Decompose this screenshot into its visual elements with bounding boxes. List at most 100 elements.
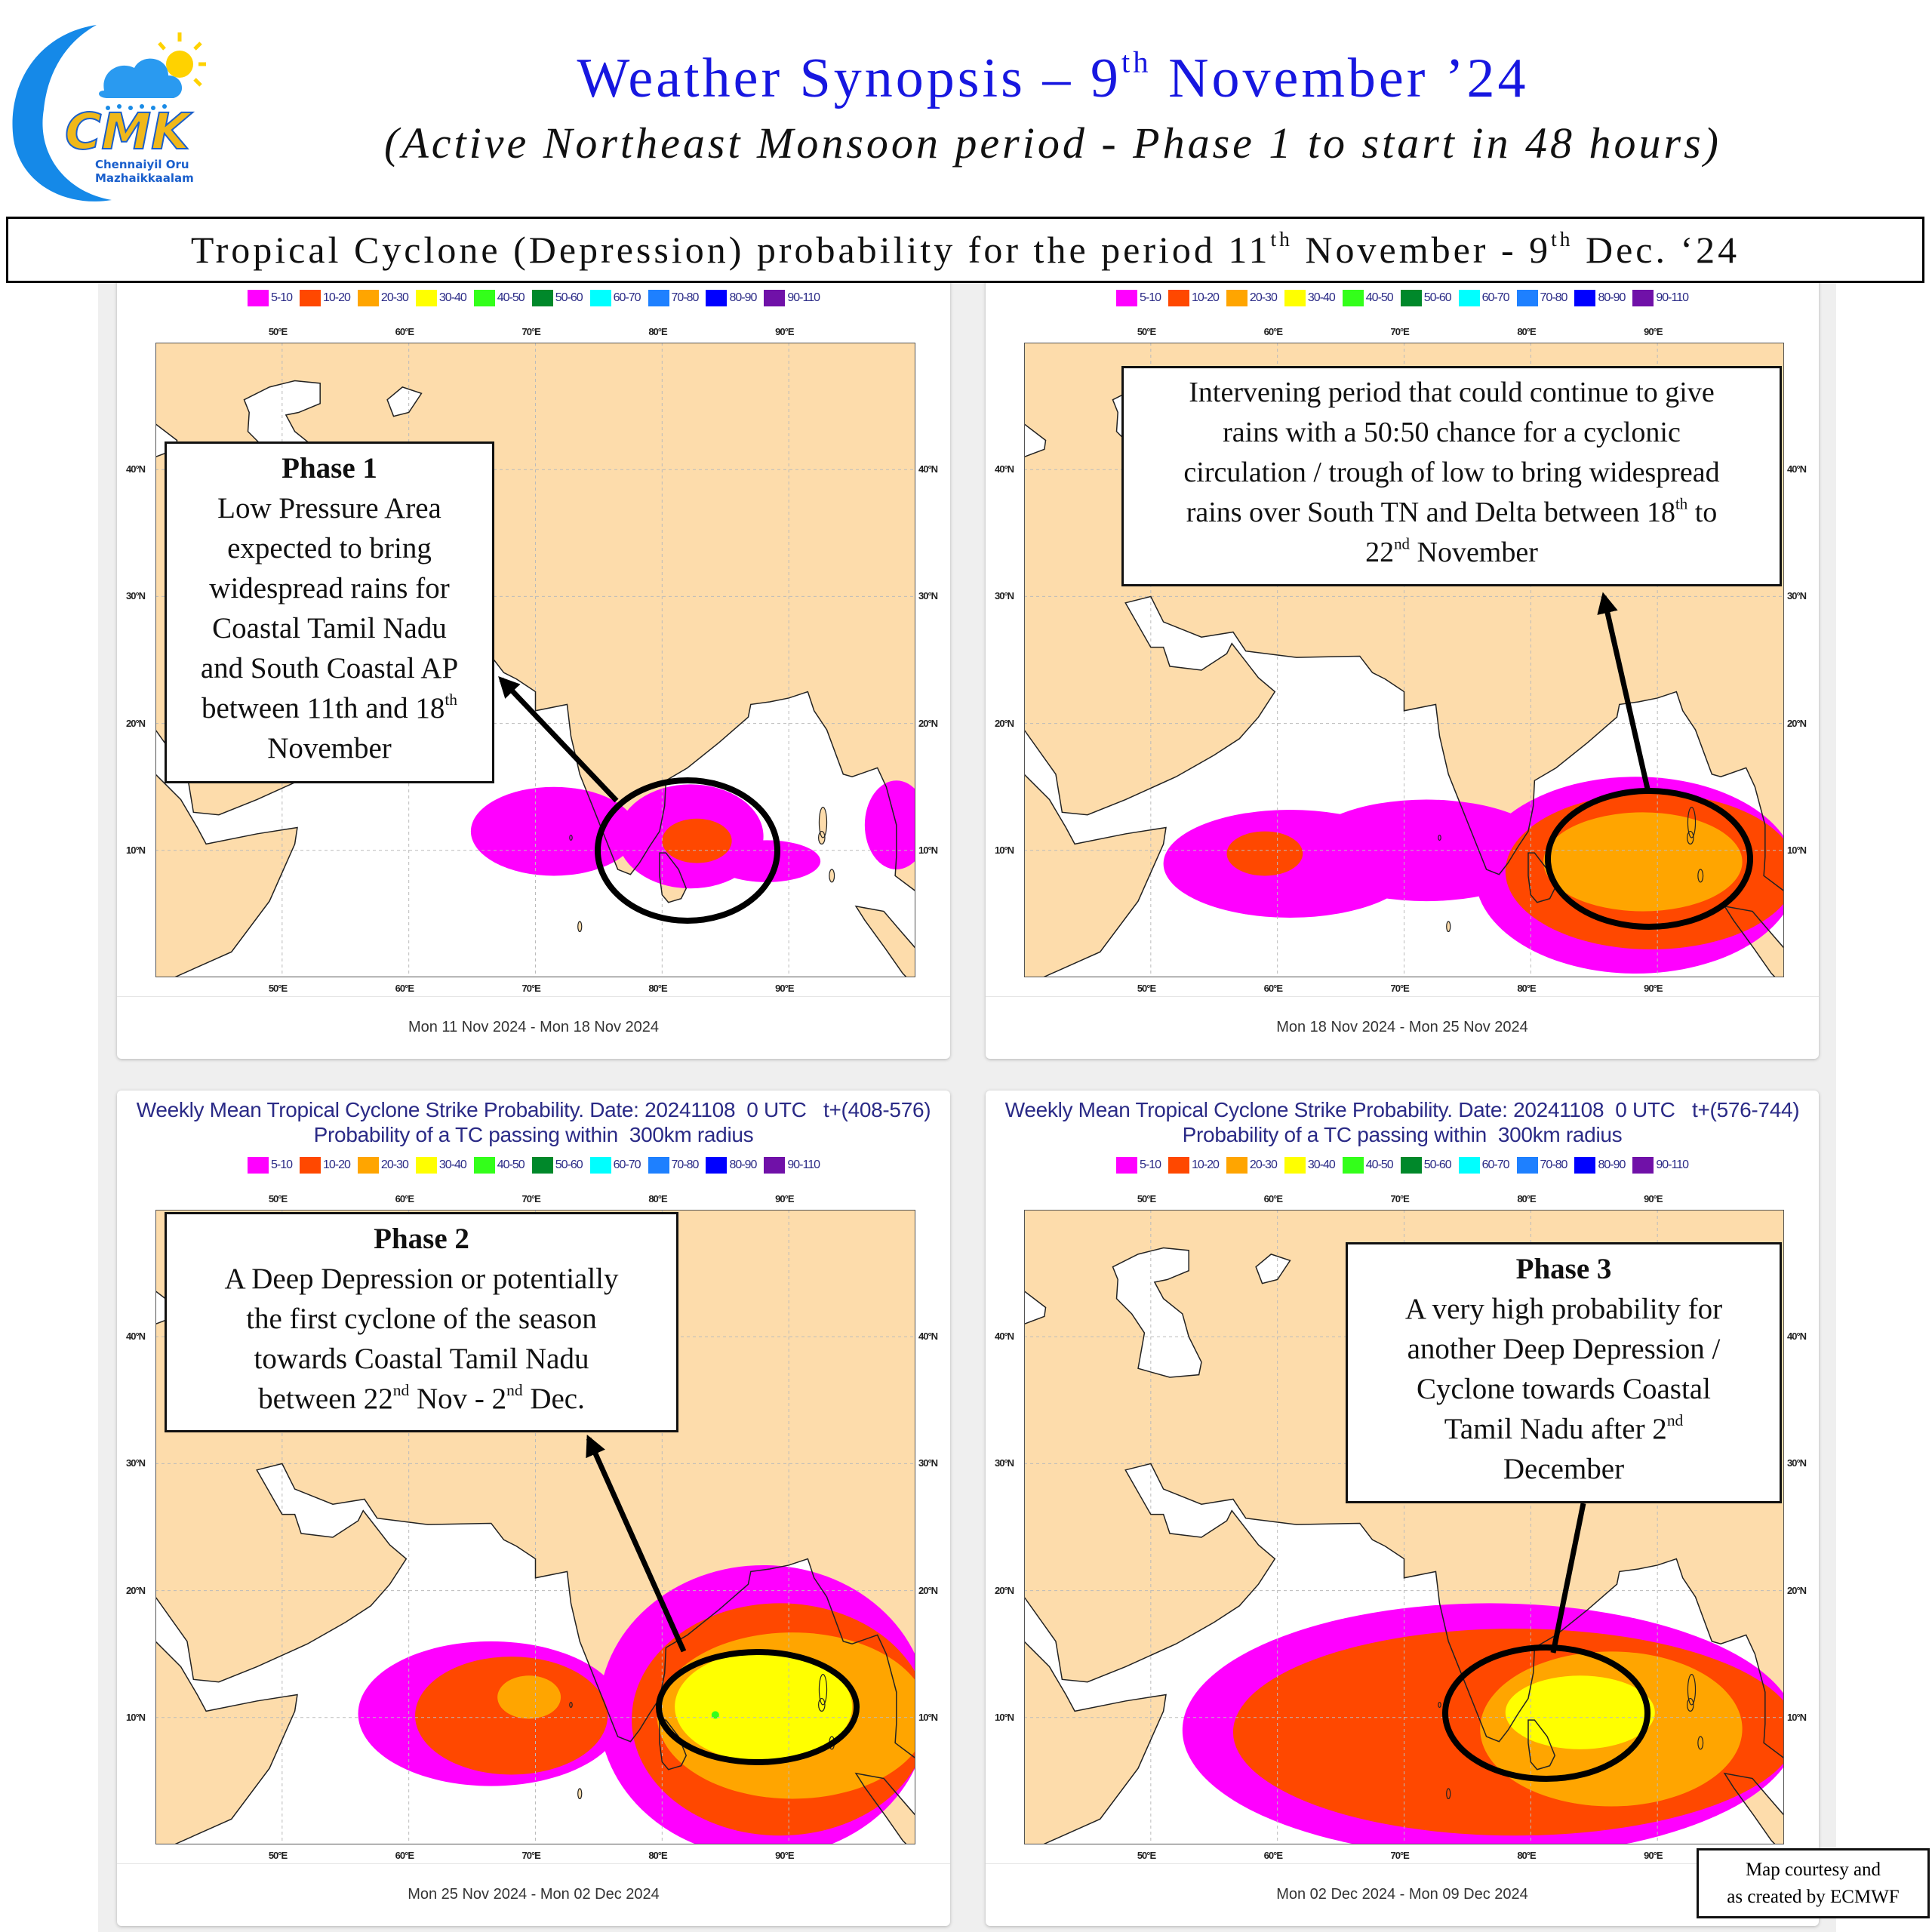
- title-superscript: th: [1121, 45, 1152, 79]
- legend-item: 60-70: [589, 290, 641, 306]
- coastline: [387, 387, 421, 417]
- legend-label: 80-90: [1598, 291, 1626, 304]
- page-subtitle: (Active Northeast Monsoon period - Phase…: [384, 118, 1721, 168]
- legend-item: 20-30: [1226, 290, 1278, 306]
- legend-item: 90-110: [1632, 290, 1689, 306]
- latitude-tick-label: 10°N: [995, 1711, 1014, 1723]
- longitude-tick-label: 70°E: [1390, 983, 1410, 994]
- annotation-text: 22: [1365, 537, 1395, 568]
- latitude-tick-label: 20°N: [995, 1584, 1014, 1596]
- annotation-text: rains over South TN and Delta between 18: [1186, 497, 1675, 528]
- latitude-tick-label: 10°N: [1787, 844, 1807, 856]
- longitude-tick-label: 60°E: [1263, 983, 1283, 994]
- probability-legend: 5-10 10-20 20-30 30-40 40-50 50-60 60-70 70-80 8…: [117, 1157, 950, 1174]
- panel-subtitle: Probability of a TC passing within 300km…: [1182, 1123, 1623, 1146]
- legend-label: 50-60: [555, 1158, 583, 1171]
- legend-label: 20-30: [380, 291, 409, 304]
- legend-label: 10-20: [1192, 291, 1220, 304]
- legend-swatch: [1632, 1157, 1654, 1174]
- cmk-logo: CMK Chennaiyil Oru Mazhaikkaalam: [6, 19, 207, 208]
- legend-label: 5-10: [1139, 1158, 1161, 1171]
- longitude-tick-label: 60°E: [1263, 1193, 1283, 1204]
- annotation-text: rains with a 50:50 chance for a cyclonic: [1223, 417, 1681, 448]
- annotation-text: A Deep Depression or potentially: [224, 1263, 619, 1295]
- island-outline: [819, 808, 826, 838]
- longitude-tick-label: 50°E: [1137, 983, 1156, 994]
- annotation-text: Low Pressure Area: [217, 492, 441, 525]
- latitude-tick-label: 40°N: [995, 1331, 1014, 1343]
- island-outline: [1447, 921, 1451, 931]
- legend-item: 80-90: [1574, 1157, 1626, 1174]
- legend-label: 80-90: [729, 291, 757, 304]
- annotation-superscript: nd: [1394, 534, 1410, 553]
- svg-text:CMK: CMK: [65, 103, 193, 161]
- latitude-tick-label: 40°N: [1787, 463, 1807, 475]
- annotation-text: widespread rains for: [209, 572, 450, 605]
- date-range-label: Mon 25 Nov 2024 - Mon 02 Dec 2024: [408, 1886, 660, 1903]
- legend-item: 5-10: [247, 1157, 293, 1174]
- latitude-tick-label: 40°N: [918, 1331, 938, 1343]
- longitude-tick-label: 90°E: [775, 1850, 794, 1861]
- annotation-text: another Deep Depression /: [1407, 1333, 1721, 1365]
- legend-swatch: [473, 1157, 495, 1174]
- annotation-line: rains with a 50:50 chance for a cyclonic: [1124, 413, 1780, 453]
- legend-swatch: [357, 290, 379, 306]
- legend-swatch: [531, 1157, 553, 1174]
- island-outline: [578, 1789, 582, 1798]
- latitude-tick-label: 30°N: [918, 590, 938, 602]
- legend-swatch: [1168, 1157, 1189, 1174]
- date-range-label: Mon 11 Nov 2024 - Mon 18 Nov 2024: [408, 1019, 660, 1035]
- longitude-tick-label: 80°E: [648, 983, 667, 994]
- legend-label: 30-40: [438, 291, 467, 304]
- legend-label: 50-60: [1423, 291, 1452, 304]
- panel-divider: [986, 1863, 1819, 1864]
- legend-item: 70-80: [1516, 290, 1567, 306]
- latitude-tick-label: 10°N: [1787, 1711, 1807, 1723]
- annotation-line: December: [1348, 1449, 1780, 1489]
- annotation-line: Low Pressure Area: [167, 488, 492, 528]
- panel-divider: [986, 996, 1819, 997]
- probability-region-20-30: [497, 1675, 561, 1719]
- annotation-superscript: nd: [506, 1380, 523, 1399]
- inland-sea: [1256, 1254, 1291, 1284]
- latitude-tick-label: 30°N: [1787, 590, 1807, 602]
- legend-swatch: [1458, 1157, 1480, 1174]
- probability-region-30-40: [675, 1651, 853, 1762]
- annotation-text: Coastal Tamil Nadu: [212, 612, 447, 645]
- annotation-line: Intervening period that could continue t…: [1124, 373, 1780, 413]
- longitude-tick-label: 90°E: [775, 326, 794, 337]
- legend-label: 30-40: [1307, 1158, 1336, 1171]
- longitude-tick-label: 90°E: [775, 1193, 794, 1204]
- legend-label: 30-40: [438, 1158, 467, 1171]
- island-outline: [570, 1703, 572, 1708]
- period-sup: th: [1551, 227, 1574, 251]
- annotation-line: widespread rains for: [167, 568, 492, 608]
- annotation-line: between 22nd Nov - 2nd Dec.: [167, 1379, 676, 1419]
- legend-item: 30-40: [1284, 290, 1336, 306]
- annotation-text: Intervening period that could continue t…: [1189, 377, 1715, 408]
- legend-swatch: [589, 1157, 611, 1174]
- legend-label: 60-70: [613, 291, 641, 304]
- annotation-line: November: [167, 728, 492, 768]
- legend-swatch: [706, 290, 728, 306]
- latitude-tick-label: 10°N: [918, 1711, 938, 1723]
- panel-title: Weekly Mean Tropical Cyclone Strike Prob…: [136, 1098, 931, 1121]
- legend-item: 70-80: [1516, 1157, 1567, 1174]
- latitude-tick-label: 20°N: [918, 1584, 938, 1596]
- longitude-tick-label: 70°E: [521, 326, 541, 337]
- longitude-tick-label: 90°E: [1644, 326, 1663, 337]
- intervening-annotation: Intervening period that could continue t…: [1121, 366, 1782, 586]
- longitude-tick-label: 80°E: [1517, 1193, 1536, 1204]
- annotation-heading: Phase 3: [1515, 1253, 1612, 1285]
- latitude-tick-label: 10°N: [126, 1711, 146, 1723]
- annotation-text: December: [1503, 1453, 1625, 1485]
- legend-item: 40-50: [1342, 1157, 1394, 1174]
- legend-label: 40-50: [497, 291, 525, 304]
- longitude-tick-label: 50°E: [268, 983, 288, 994]
- period-text: November - 9: [1292, 229, 1552, 271]
- legend-swatch: [473, 290, 495, 306]
- legend-swatch: [1168, 290, 1189, 306]
- legend-label: 5-10: [270, 1158, 293, 1171]
- legend-swatch: [415, 1157, 437, 1174]
- legend-swatch: [764, 290, 786, 306]
